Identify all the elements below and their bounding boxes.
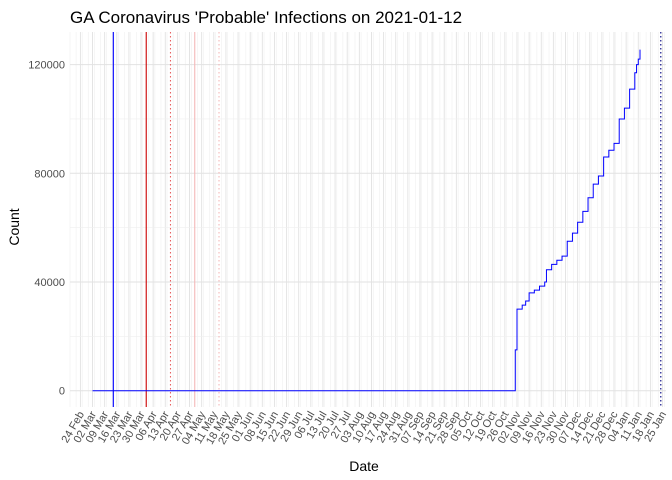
series-line	[92, 49, 641, 392]
grid	[69, 32, 666, 407]
y-axis-title: Count	[6, 208, 22, 245]
reference-lines	[112, 32, 662, 407]
y-tick-label: 40000	[34, 277, 65, 289]
y-tick-label: 80000	[34, 168, 65, 180]
series-layer	[92, 49, 641, 392]
y-axis-ticks: 0 40000 80000 120000	[28, 60, 65, 398]
y-tick-label: 120000	[28, 60, 65, 72]
y-tick-label: 0	[59, 386, 65, 398]
x-axis-title: Date	[349, 458, 379, 474]
chart-title: GA Coronavirus 'Probable' Infections on …	[70, 8, 462, 27]
